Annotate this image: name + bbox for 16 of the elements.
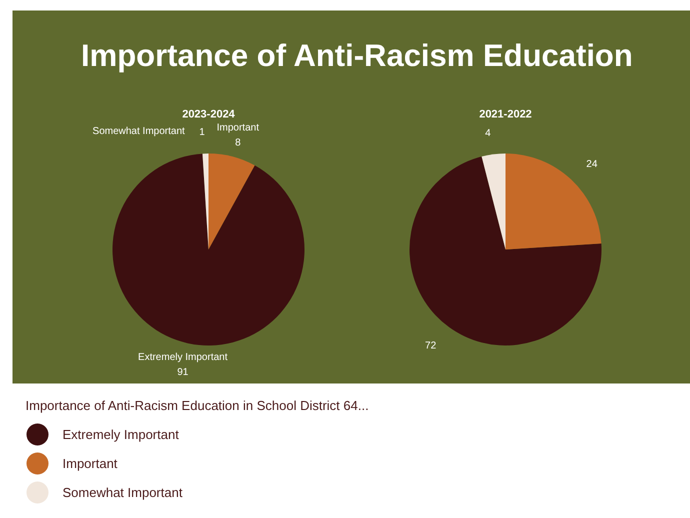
data-label: 4	[485, 128, 492, 139]
data-label: 1	[199, 127, 206, 138]
data-label: 24	[586, 158, 598, 170]
data-label: 8	[235, 138, 242, 149]
chart-title: 2023-2024	[182, 108, 236, 120]
chart-title: 2021-2022	[479, 108, 532, 120]
legend-label: Extremely Important	[62, 427, 180, 442]
slice-label: Important	[216, 122, 260, 134]
data-label: 91	[177, 367, 189, 378]
data-label: 72	[425, 340, 437, 352]
legend-title: Importance of Anti-Racism Education in School District 64...	[26, 398, 369, 413]
legend-label: Important	[62, 456, 118, 471]
text: Importance of Anti-Racism Education	[81, 38, 633, 73]
slice-label: Extremely Important	[138, 352, 228, 364]
category-label: Somewhat Important	[92, 126, 185, 138]
legend-label: Somewhat Important	[62, 485, 183, 500]
